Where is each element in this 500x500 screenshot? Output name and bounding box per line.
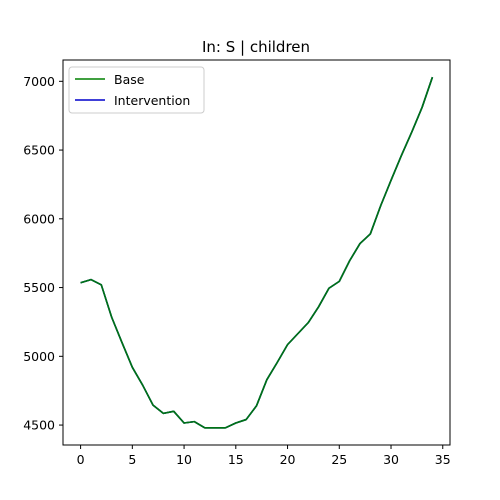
x-tick-label: 0	[77, 452, 85, 467]
x-tick-label: 25	[331, 452, 347, 467]
legend: Base Intervention	[69, 67, 204, 113]
x-tick-label: 30	[383, 452, 399, 467]
x-tick-label: 20	[280, 452, 296, 467]
x-tick-label: 5	[128, 452, 136, 467]
chart-title: In: S | children	[202, 38, 310, 56]
x-tick-label: 35	[435, 452, 451, 467]
y-tick-label: 5000	[23, 349, 55, 364]
x-tick-label: 10	[176, 452, 192, 467]
y-tick-label: 5500	[23, 280, 55, 295]
y-tick-label: 4500	[23, 418, 55, 433]
y-tick-label: 7000	[23, 74, 55, 89]
y-tick-label: 6000	[23, 211, 55, 226]
y-tick-label: 6500	[23, 143, 55, 158]
legend-label-intervention: Intervention	[114, 93, 190, 108]
x-tick-label: 15	[228, 452, 244, 467]
legend-label-base: Base	[114, 72, 145, 87]
